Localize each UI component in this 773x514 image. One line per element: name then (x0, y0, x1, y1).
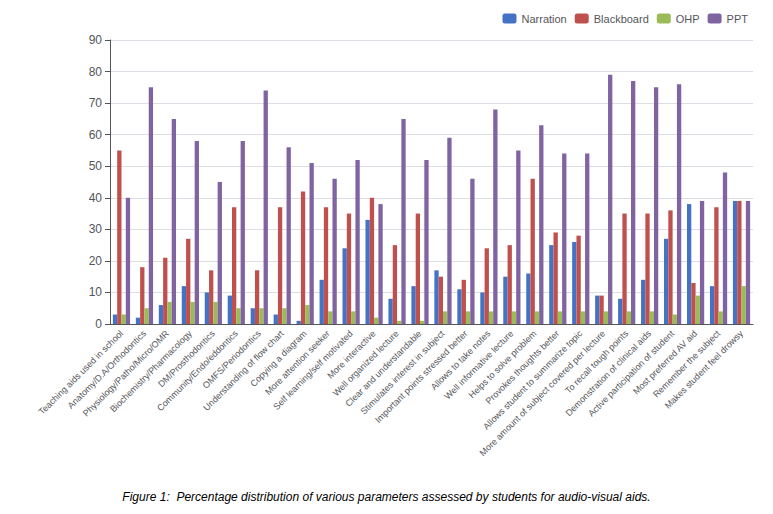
svg-text:Figure 1: Percentage distribu: Figure 1: Percentage distribution of var… (122, 490, 650, 504)
svg-text:Community/Endo/eddontics: Community/Endo/eddontics (155, 328, 240, 414)
svg-text:Biochemistry/Pharmacology: Biochemistry/Pharmacology (108, 328, 194, 414)
svg-text:PPT: PPT (727, 13, 749, 25)
svg-text:More interactive: More interactive (325, 328, 378, 381)
svg-text:More amount of subject covered: More amount of subject covered per lectu… (477, 328, 608, 459)
svg-text:0: 0 (95, 317, 102, 331)
svg-text:Well informative lecture: Well informative lecture (442, 328, 516, 402)
svg-text:40: 40 (89, 191, 103, 205)
svg-text:Physiology/Patho/Micro/OMR: Physiology/Patho/Micro/OMR (80, 328, 171, 419)
svg-text:60: 60 (89, 128, 103, 142)
svg-text:80: 80 (89, 65, 103, 79)
svg-text:To recall tough points: To recall tough points (563, 328, 631, 396)
svg-text:OMFS/Periodontics: OMFS/Periodontics (200, 328, 263, 391)
svg-text:70: 70 (89, 96, 103, 110)
svg-text:Provokes thoughts better: Provokes thoughts better (483, 328, 562, 407)
svg-text:Stimulates interest in subject: Stimulates interest in subject (359, 328, 447, 416)
svg-text:Helps to solve problem: Helps to solve problem (466, 328, 539, 401)
svg-text:30: 30 (89, 222, 103, 236)
svg-text:Allows student to summarize to: Allows student to summarize topic (481, 328, 585, 432)
svg-text:Important points stressed bett: Important points stressed better (373, 328, 469, 424)
svg-text:Copying a diagram: Copying a diagram (248, 328, 309, 389)
svg-text:Self learning/self motivated: Self learning/self motivated (271, 328, 355, 412)
svg-text:Demonstration of clinical aids: Demonstration of clinical aids (563, 328, 653, 418)
svg-text:More attention seeker: More attention seeker (263, 328, 332, 397)
svg-text:Clear and understandable: Clear and understandable (343, 328, 424, 409)
svg-text:Makes student feel drowsy: Makes student feel drowsy (663, 328, 746, 411)
svg-text:20: 20 (89, 254, 103, 268)
svg-text:Active participation of studen: Active participation of student (586, 328, 677, 419)
svg-text:Narration: Narration (521, 13, 566, 25)
svg-text:OHP: OHP (676, 13, 700, 25)
svg-text:10: 10 (89, 285, 103, 299)
svg-text:Teaching aids used in school: Teaching aids used in school (36, 328, 125, 417)
svg-text:Remember the subject: Remember the subject (651, 328, 723, 400)
svg-text:Well organized lecture: Well organized lecture (330, 328, 401, 399)
svg-text:Blackboard: Blackboard (594, 13, 649, 25)
svg-text:50: 50 (89, 159, 103, 173)
svg-text:90: 90 (89, 33, 103, 47)
svg-text:Most preferred AV aid: Most preferred AV aid (631, 328, 700, 397)
svg-text:DM/Prosthodontics: DM/Prosthodontics (156, 328, 217, 390)
svg-text:Understanding of flow chart: Understanding of flow chart (201, 328, 286, 413)
svg-text:Allows to take notes: Allows to take notes (428, 328, 493, 392)
svg-text:Anatomy/D.A/Orthodontics: Anatomy/D.A/Orthodontics (65, 328, 148, 411)
